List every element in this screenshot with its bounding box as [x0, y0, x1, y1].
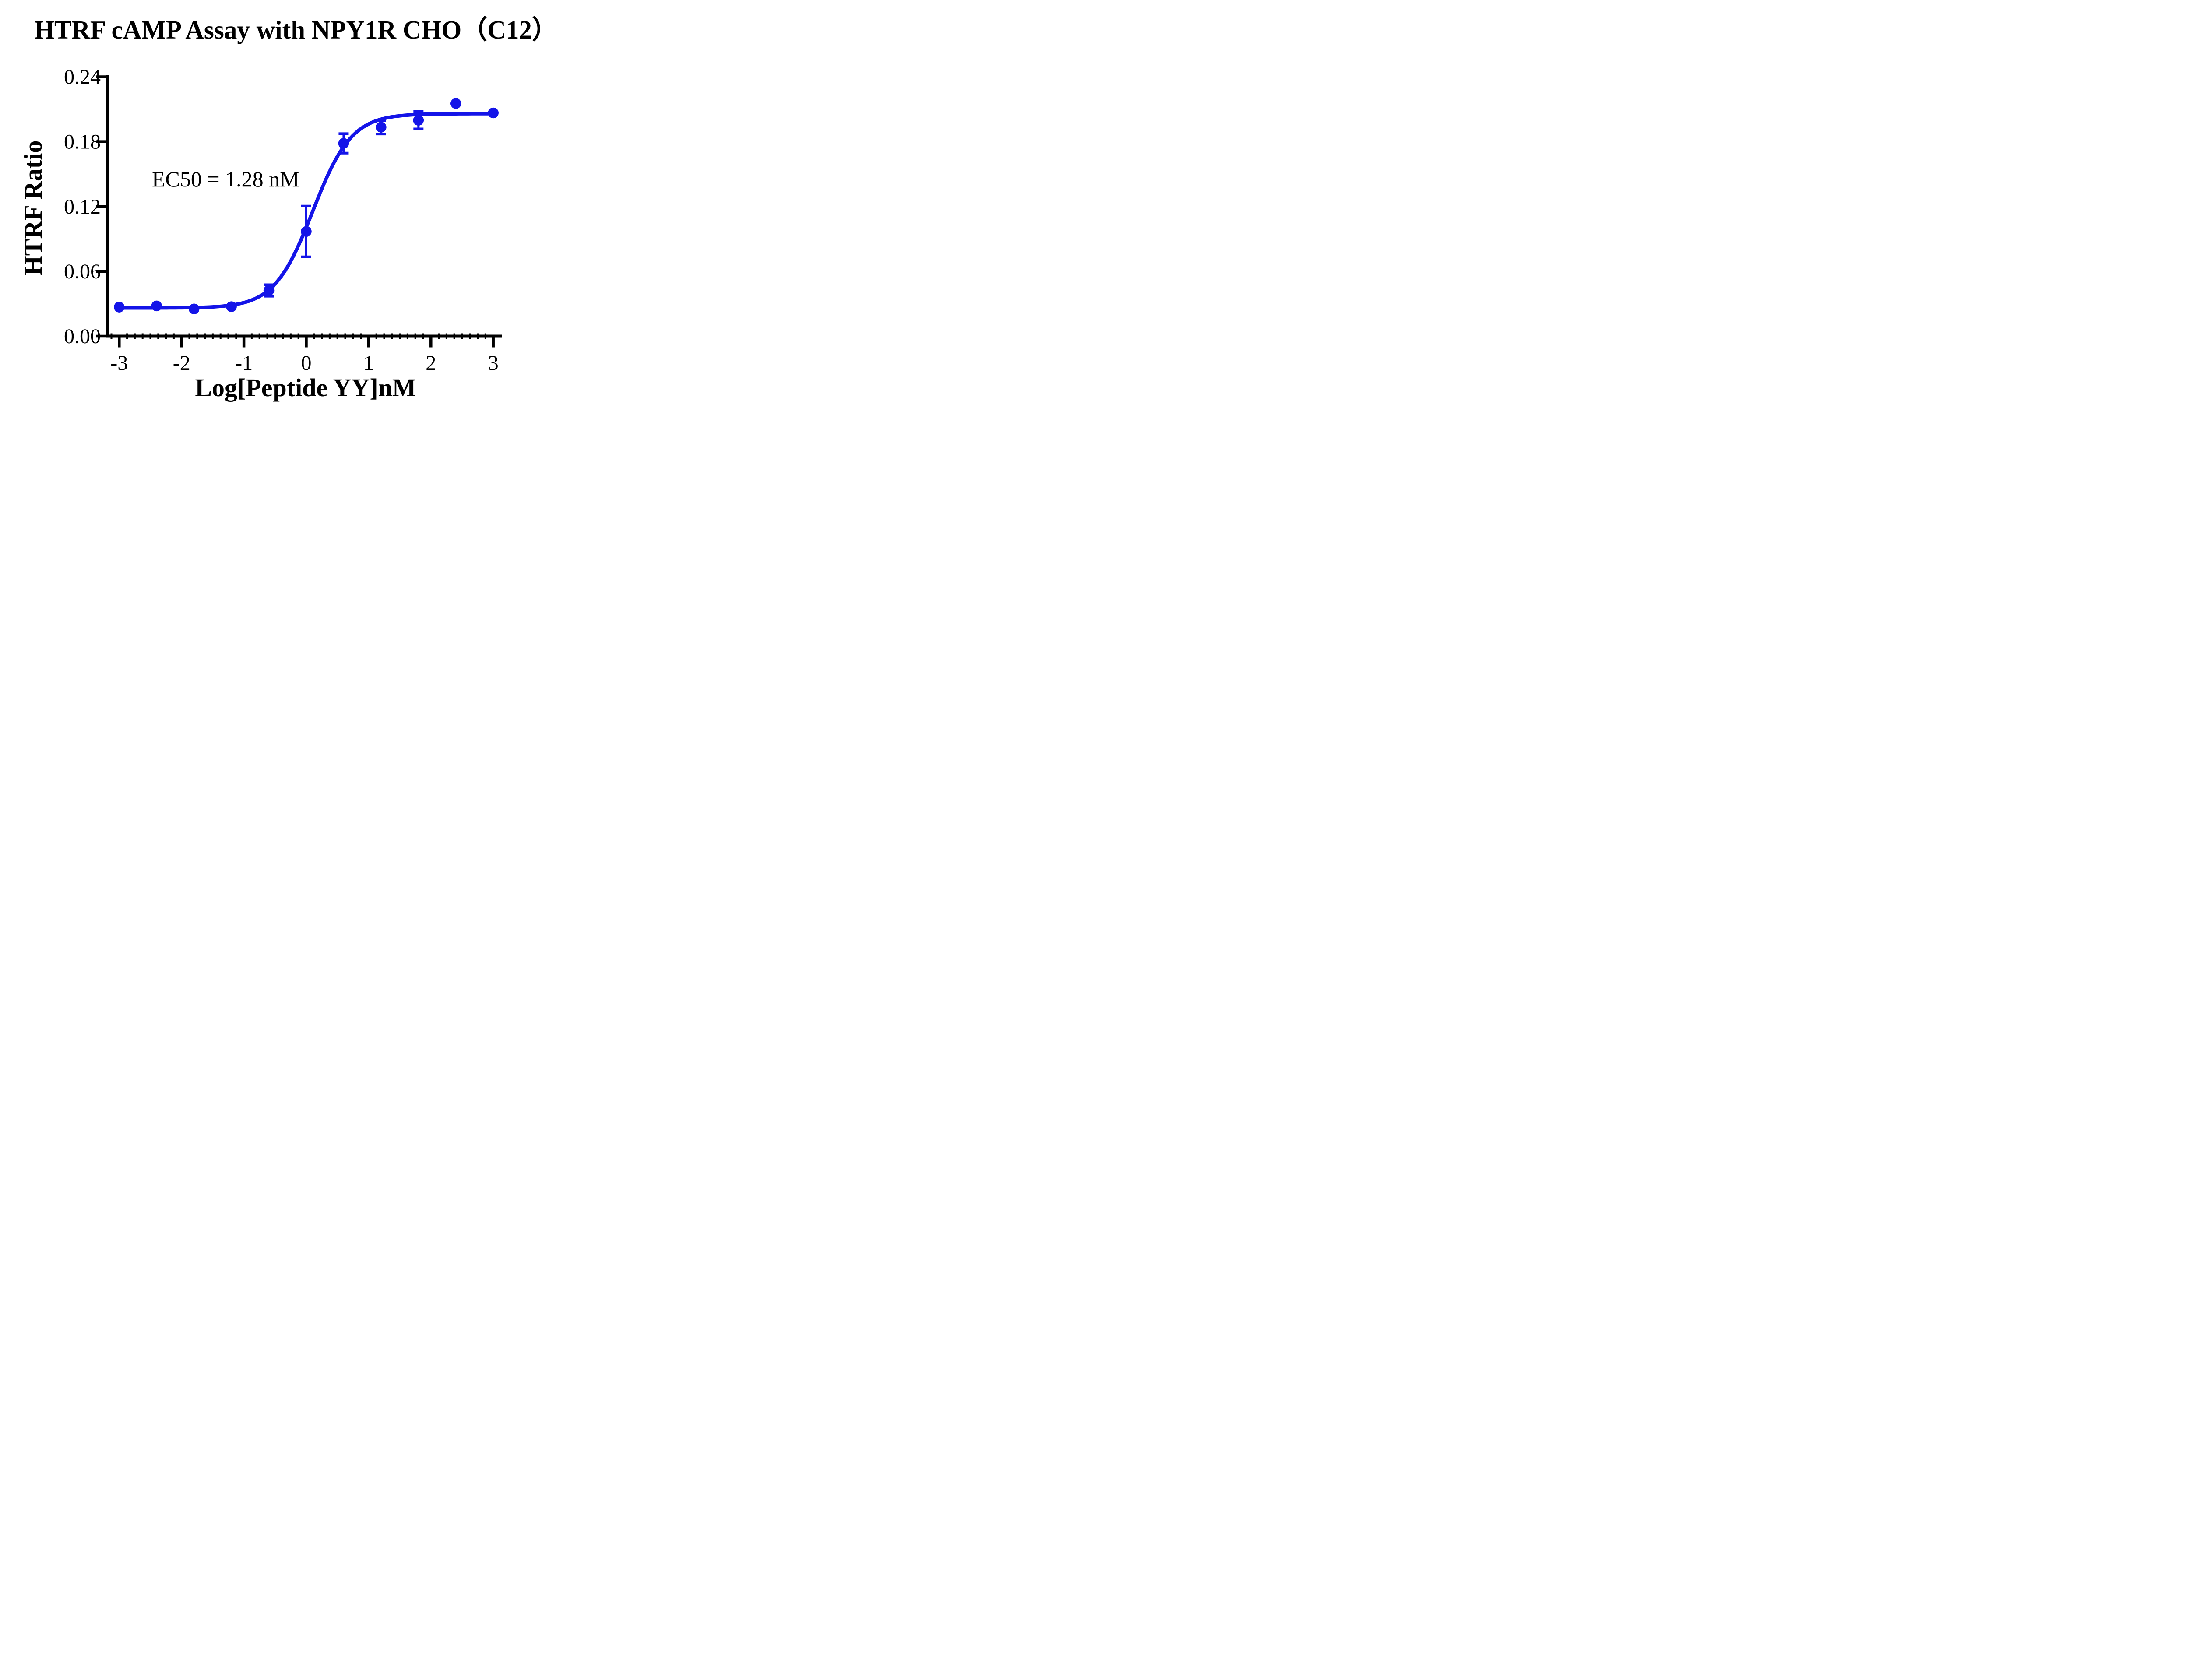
x-tick-label: -3 [110, 351, 128, 375]
x-tick-label: 2 [426, 351, 436, 375]
plot-area: -3 -2 -1 0 1 2 3 0.00 0.06 0.12 0.18 0.24 [64, 66, 502, 375]
y-tick-label: 0.18 [64, 130, 101, 154]
x-axis-label: Log[Peptide YY]nM [195, 373, 416, 402]
data-point [450, 98, 461, 109]
chart-title: HTRF cAMP Assay with NPY1R CHO（C12） [34, 15, 558, 44]
x-tick-label: 3 [488, 351, 499, 375]
data-point [376, 122, 387, 133]
y-tick-label: 0.24 [64, 66, 101, 89]
x-tick-label: 0 [301, 351, 312, 375]
x-tick-label: -1 [235, 351, 253, 375]
y-tick-label: 0.06 [64, 260, 101, 283]
chart-canvas: HTRF cAMP Assay with NPY1R CHO（C12） HTRF… [0, 0, 572, 420]
fit-curve [117, 112, 495, 310]
x-tick-label: 1 [363, 351, 374, 375]
x-tick-label: -2 [173, 351, 190, 375]
y-tick-label: 0.00 [64, 325, 101, 348]
ec50-annotation: EC50 = 1.28 nM [152, 167, 299, 191]
y-tick-label: 0.12 [64, 195, 101, 218]
data-point [413, 115, 424, 126]
